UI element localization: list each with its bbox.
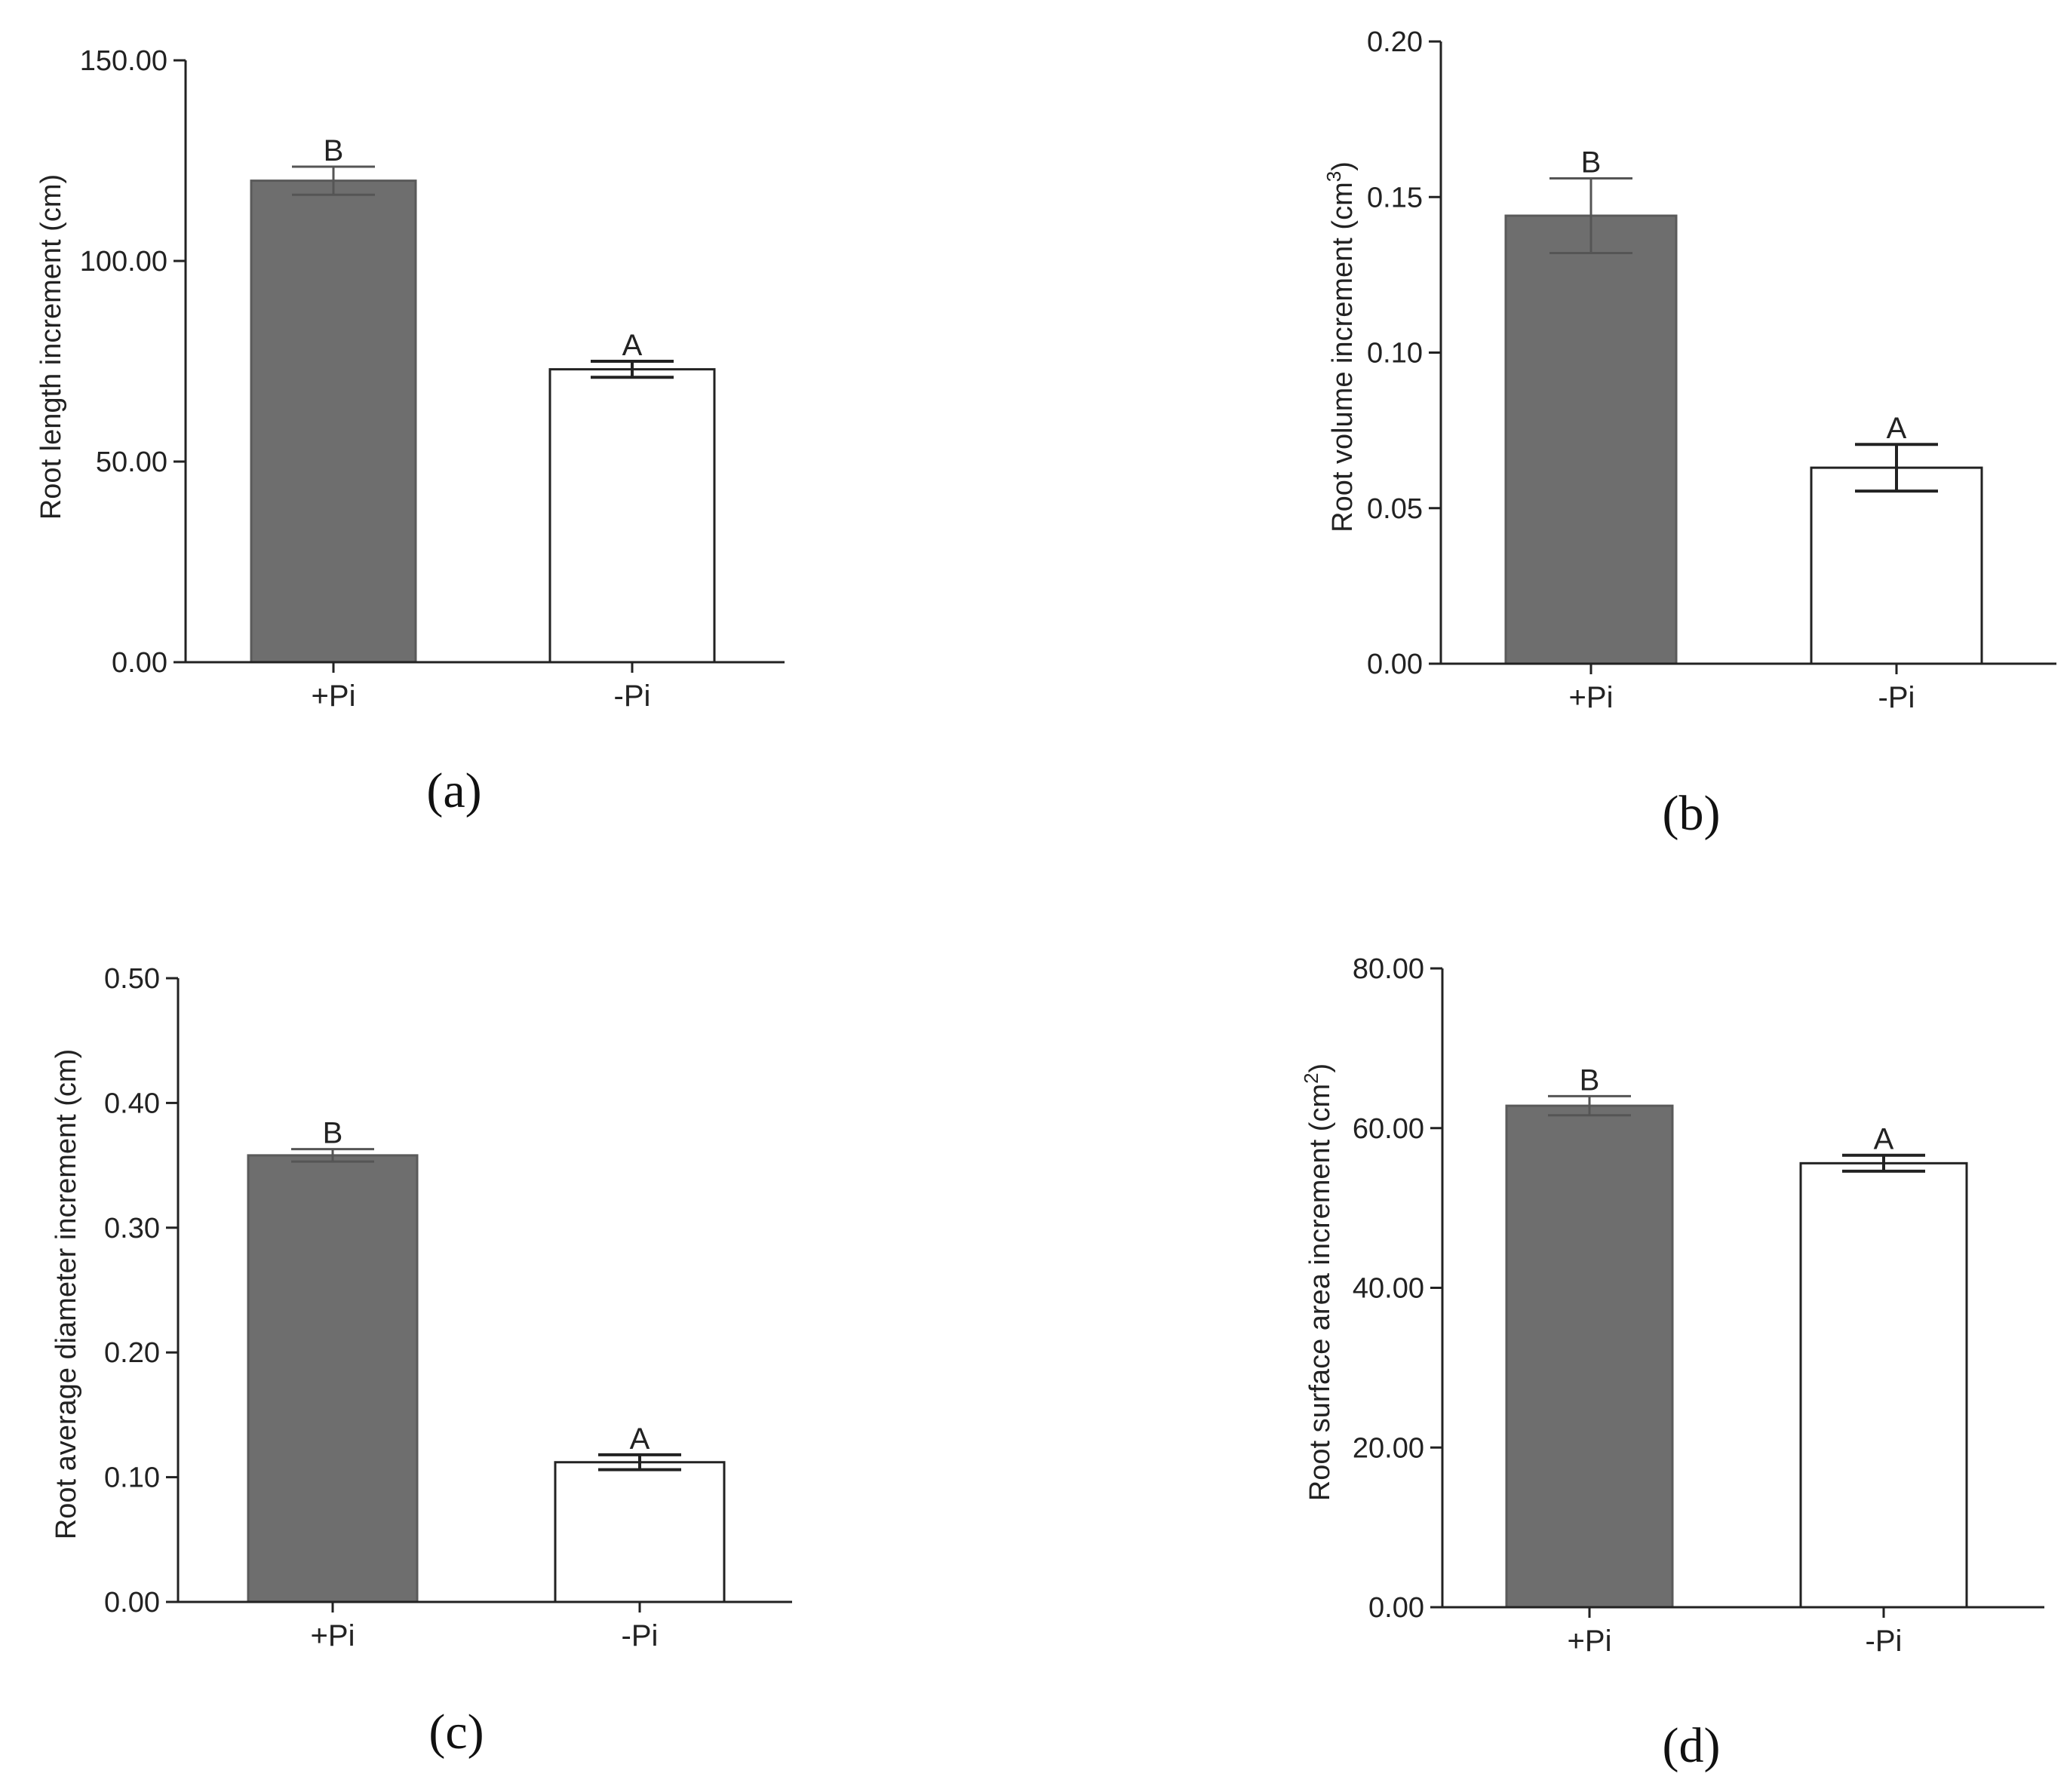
panel-b: Root volume increment (cm3) (b) [1322,161,1720,841]
y-tick-label: 0.40 [104,1088,160,1119]
error-bar-b-minus-pi [1855,443,1938,493]
plots: B +Pi A -Pi 0.00 50.00 100.00 150.00 B +Pi A -Pi 0.0… [80,26,2056,1658]
bar-b-plus-pi [1504,214,1678,665]
bar-d-plus-pi [1505,1104,1674,1609]
error-bar-d-minus-pi [1842,1153,1925,1173]
y-axis-title-d: Root surface area increment (cm2) [1300,1063,1336,1501]
error-bar-a-plus-pi [292,165,375,196]
chart-a: B +Pi A -Pi 0.00 50.00 100.00 150.00 [80,45,785,713]
y-tick-label: 0.05 [1367,493,1423,525]
error-bar-d-plus-pi [1548,1094,1631,1117]
x-tick-label-minus-pi: -Pi [1878,681,1915,714]
y-tick-label: 0.10 [1367,338,1423,370]
significance-label-c-minus-pi: A [630,1422,650,1456]
y-tick-label: 0.00 [104,1587,160,1619]
significance-label-b-minus-pi: A [1887,412,1907,445]
bar-c-plus-pi [247,1154,419,1603]
panel-a: Root length increment (cm) (a) [35,174,482,818]
y-tick-label: 0.10 [104,1462,160,1494]
y-tick-label: 0.00 [112,647,167,679]
x-tick-label-minus-pi: -Pi [1866,1625,1903,1658]
bar-d-minus-pi [1799,1161,1968,1609]
error-bar-c-minus-pi [598,1453,681,1471]
x-tick-label-minus-pi: -Pi [614,680,651,713]
y-tick-label: 20.00 [1353,1432,1424,1464]
y-tick-label: 60.00 [1353,1113,1424,1145]
y-tick-label: 0.15 [1367,182,1423,213]
significance-label-d-plus-pi: B [1580,1063,1600,1097]
significance-label-d-minus-pi: A [1874,1123,1894,1156]
y-tick-label: 50.00 [96,446,167,478]
significance-label-a-minus-pi: A [622,329,643,362]
y-tick-label: 0.30 [104,1213,160,1244]
error-bar-b-plus-pi [1549,177,1632,254]
bar-b-minus-pi [1810,466,1983,665]
y-tick-label: 40.00 [1353,1273,1424,1305]
panel-caption-d: (d) [1663,1718,1721,1773]
x-tick-label-plus-pi: +Pi [312,680,356,713]
significance-label-a-plus-pi: B [324,134,344,167]
y-tick-label: 80.00 [1353,953,1424,985]
bar-a-minus-pi [548,368,716,664]
y-tick-label: 0.20 [1367,26,1423,58]
y-tick-label: 0.00 [1368,1592,1424,1624]
x-tick-label-plus-pi: +Pi [1569,681,1614,714]
x-tick-label-plus-pi: +Pi [311,1619,355,1652]
panel-caption-c: (c) [428,1705,484,1760]
significance-label-c-plus-pi: B [323,1117,343,1150]
error-bar-a-minus-pi [591,360,674,379]
panel-c: Root average diameter increment (cm) (c) [51,1049,484,1760]
y-tick-label: 0.20 [104,1337,160,1369]
y-tick-label: 100.00 [80,246,167,278]
chart-c: B +Pi A -Pi 0.00 0.10 0.20 0.30 0.40 0.50 [104,963,792,1652]
x-tick-label-minus-pi: -Pi [622,1619,659,1652]
y-tick-label: 150.00 [80,45,167,77]
y-axis-title-c: Root average diameter increment (cm) [51,1049,82,1539]
y-tick-label: 0.00 [1367,649,1423,680]
y-tick-label: 0.50 [104,963,160,995]
bar-a-plus-pi [250,180,417,664]
y-axis-title-b: Root volume increment (cm3) [1322,161,1359,532]
x-tick-label-plus-pi: +Pi [1568,1625,1612,1658]
bar-c-minus-pi [554,1461,726,1603]
chart-b: B +Pi A -Pi 0.00 0.05 0.10 0.15 0.20 [1367,26,2056,714]
y-axis-title-a: Root length increment (cm) [35,174,67,520]
panel-d: Root surface area increment (cm2) (d) [1300,1063,1720,1773]
error-bar-c-plus-pi [291,1148,374,1163]
panel-caption-b: (b) [1663,786,1721,841]
chart-d: B +Pi A -Pi 0.00 20.00 40.00 60.00 80.00 [1353,953,2044,1658]
panel-caption-a: (a) [426,763,481,818]
significance-label-b-plus-pi: B [1581,146,1602,180]
